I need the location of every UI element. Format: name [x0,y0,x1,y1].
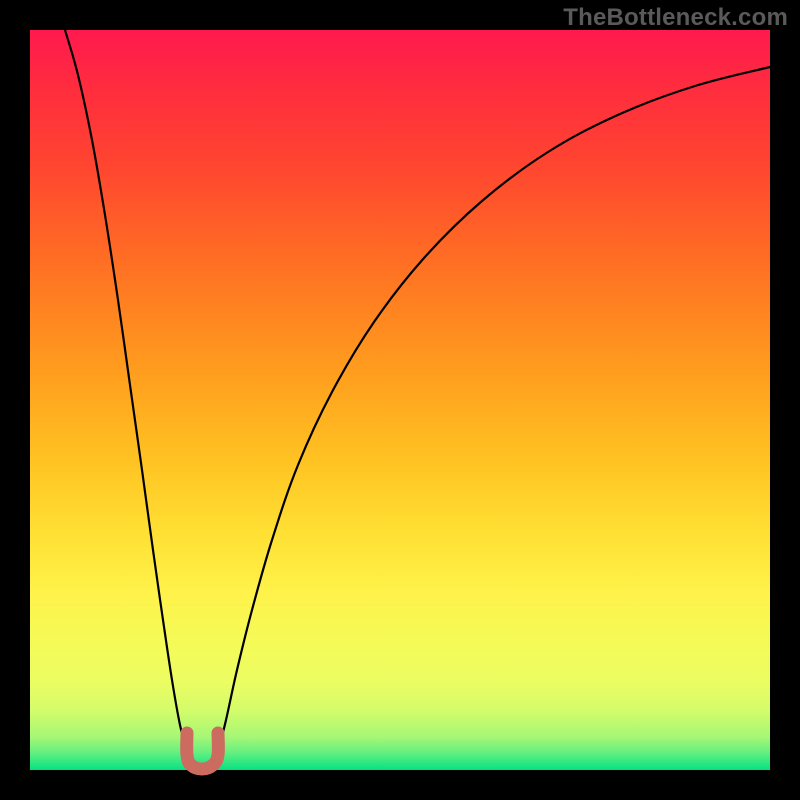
bottleneck-chart [0,0,800,800]
chart-container: TheBottleneck.com [0,0,800,800]
watermark-label: TheBottleneck.com [563,4,788,32]
plot-area [30,30,770,770]
